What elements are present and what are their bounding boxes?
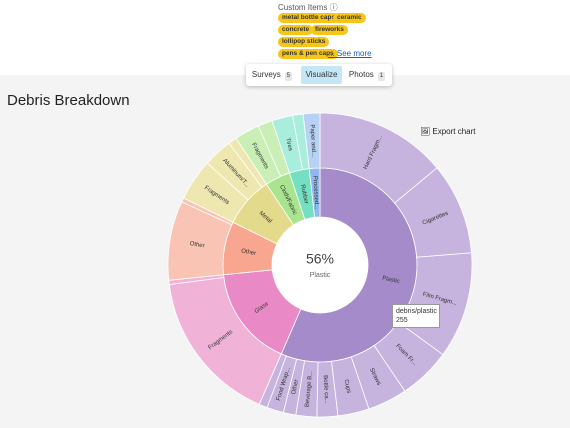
tooltip-label: debris/plastic <box>396 308 437 315</box>
outer-label: Other <box>291 379 300 395</box>
chip[interactable]: fireworks <box>311 25 348 35</box>
tab-bar: Surveys 5 Visualize Photos 1 <box>246 64 392 86</box>
center-label: Plastic <box>310 272 331 279</box>
inner-label: Processed... <box>311 176 319 210</box>
tab-label: Visualize <box>305 70 338 79</box>
outer-segment <box>302 112 321 170</box>
see-more-link[interactable]: ... See more <box>328 49 372 58</box>
inner-label: Other <box>241 248 257 257</box>
export-button[interactable]: 🖼 Export chart <box>420 127 476 136</box>
tooltip: debris/plastic 255 <box>392 304 440 328</box>
outer-label: Bottle ca... <box>322 375 329 404</box>
custom-items-label: Custom Items ⓘ <box>278 3 338 12</box>
tab-count: 1 <box>377 72 386 81</box>
export-label: Export chart <box>432 127 476 136</box>
chip[interactable]: metal bottle caps <box>278 13 340 23</box>
chip[interactable]: pens & pen caps <box>278 49 338 59</box>
chip[interactable]: ceramic <box>333 13 366 23</box>
inner-label: Rubber <box>299 184 309 205</box>
chip[interactable]: lollipop sticks <box>278 37 330 47</box>
tooltip-value: 255 <box>396 317 408 324</box>
center-value: 56% <box>306 251 334 267</box>
tab[interactable]: Photos 1 <box>346 66 388 84</box>
inner-label: Plastic <box>382 276 401 285</box>
chart-title: Debris Breakdown <box>7 92 130 109</box>
chip[interactable]: concrete <box>278 25 314 35</box>
outer-label: Cups <box>342 379 351 394</box>
tab-label: Photos <box>348 70 374 79</box>
outer-label: Paper and... <box>309 124 317 157</box>
tab[interactable]: Surveys 5 <box>250 66 294 84</box>
tab-label: Surveys <box>251 70 281 79</box>
center-hole <box>272 217 368 313</box>
tab-count: 5 <box>284 72 293 81</box>
tab[interactable]: Visualize <box>301 66 342 84</box>
outer-label: Tires <box>284 137 293 151</box>
outer-label: Beverage B... <box>305 370 314 407</box>
outer-label: Other <box>189 241 205 249</box>
